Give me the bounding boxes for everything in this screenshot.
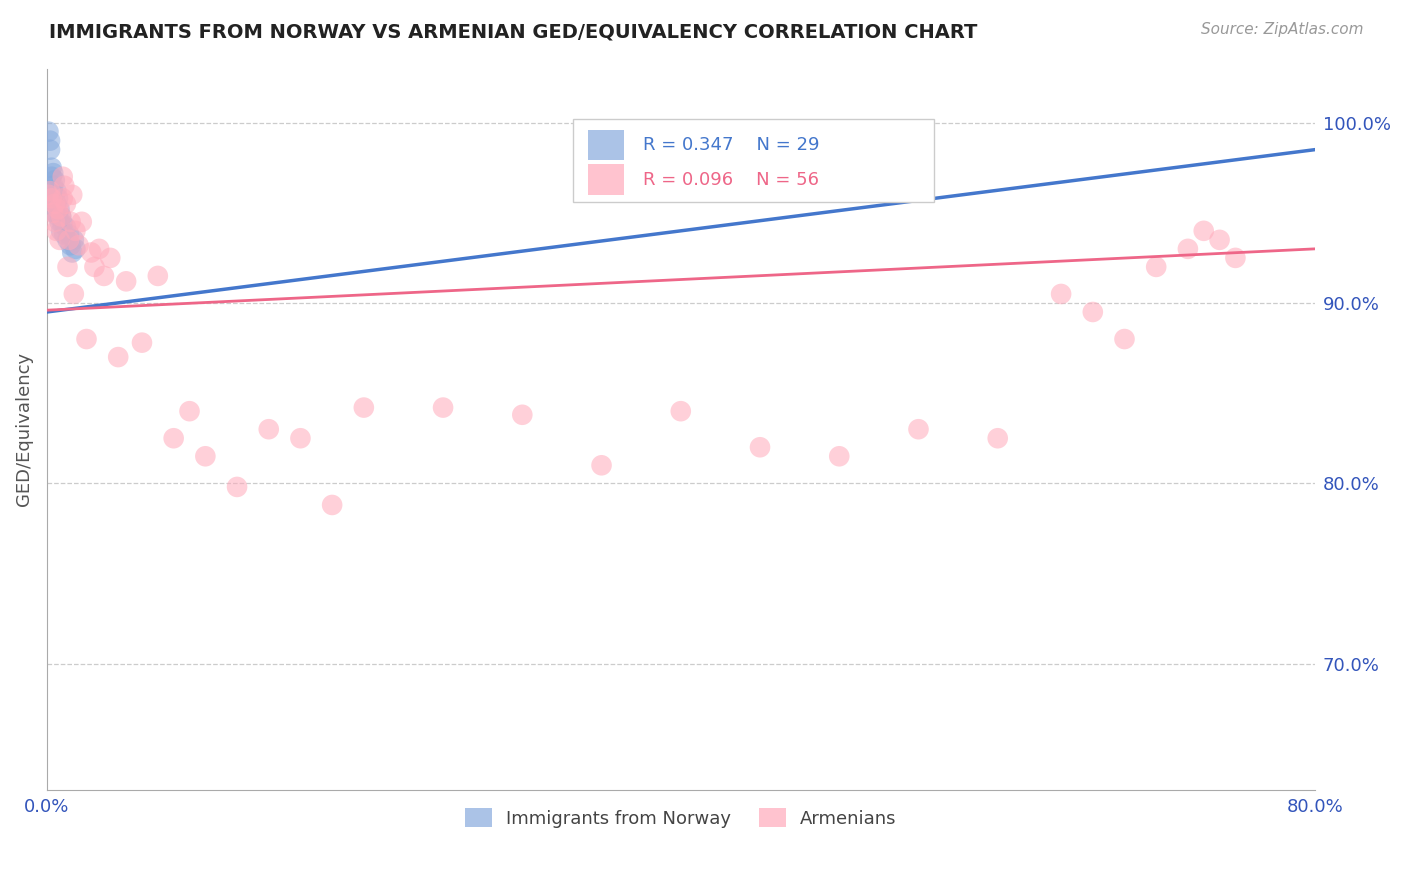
Point [60, 187, 83, 202]
Point [93, 268, 115, 283]
Point [45, 196, 67, 211]
Point [1114, 332, 1136, 346]
Point [67, 238, 90, 252]
Point [63, 287, 86, 301]
Point [907, 422, 929, 436]
Point [45, 184, 67, 198]
Point [41, 169, 63, 184]
Point [55, 220, 77, 235]
Point [52, 217, 75, 231]
Point [70, 215, 93, 229]
Point [48, 233, 70, 247]
Point [1225, 251, 1247, 265]
Point [290, 431, 312, 445]
Point [1177, 242, 1199, 256]
Point [59, 215, 82, 229]
Point [37, 125, 59, 139]
FancyBboxPatch shape [588, 130, 624, 161]
Point [353, 401, 375, 415]
Point [65, 224, 87, 238]
Point [58, 233, 80, 247]
Point [65, 242, 87, 256]
Point [41, 191, 63, 205]
Point [39, 143, 62, 157]
Point [226, 480, 249, 494]
Point [46, 202, 69, 217]
Point [41, 161, 63, 175]
Point [1081, 305, 1104, 319]
Point [89, 242, 111, 256]
Text: R = 0.096    N = 56: R = 0.096 N = 56 [643, 170, 818, 188]
Point [115, 274, 138, 288]
Point [42, 206, 65, 220]
Point [179, 404, 201, 418]
Y-axis label: GED/Equivalency: GED/Equivalency [15, 352, 32, 507]
Point [194, 450, 217, 464]
Point [39, 134, 62, 148]
Point [44, 215, 66, 229]
Point [1050, 287, 1073, 301]
Point [591, 458, 613, 473]
Point [257, 422, 280, 436]
Text: R = 0.347    N = 29: R = 0.347 N = 29 [643, 136, 820, 154]
Point [59, 238, 82, 252]
Point [1144, 260, 1167, 274]
Legend: Immigrants from Norway, Armenians: Immigrants from Norway, Armenians [458, 801, 904, 835]
Point [49, 224, 72, 238]
Point [42, 166, 65, 180]
FancyBboxPatch shape [574, 119, 935, 202]
Point [107, 350, 129, 364]
Point [42, 178, 65, 193]
Point [44, 173, 66, 187]
Point [58, 227, 80, 242]
Point [44, 196, 66, 211]
Point [83, 260, 105, 274]
Point [41, 187, 63, 202]
Point [1192, 224, 1215, 238]
Point [828, 450, 851, 464]
Point [98, 251, 121, 265]
Point [669, 404, 692, 418]
Point [53, 178, 76, 193]
Point [76, 332, 98, 346]
Text: IMMIGRANTS FROM NORWAY VS ARMENIAN GED/EQUIVALENCY CORRELATION CHART: IMMIGRANTS FROM NORWAY VS ARMENIAN GED/E… [49, 22, 977, 41]
Point [510, 408, 533, 422]
Point [45, 224, 67, 238]
Point [37, 187, 59, 202]
Point [63, 233, 86, 247]
FancyBboxPatch shape [588, 164, 624, 194]
Point [48, 202, 70, 217]
Point [146, 268, 169, 283]
Point [56, 233, 79, 247]
Point [42, 191, 65, 205]
Point [39, 184, 62, 198]
Point [60, 245, 83, 260]
Point [131, 335, 153, 350]
Point [49, 210, 72, 224]
Point [44, 187, 66, 202]
Point [46, 210, 69, 224]
Point [44, 206, 66, 220]
Point [432, 401, 454, 415]
Point [80, 245, 103, 260]
Point [48, 215, 70, 229]
Point [52, 191, 75, 205]
Point [52, 169, 75, 184]
Point [749, 440, 772, 454]
Point [1208, 233, 1230, 247]
Point [56, 260, 79, 274]
Point [49, 210, 72, 224]
Point [321, 498, 343, 512]
Point [46, 191, 69, 205]
Point [163, 431, 186, 445]
Point [55, 196, 77, 211]
Point [53, 227, 76, 242]
Text: Source: ZipAtlas.com: Source: ZipAtlas.com [1201, 22, 1364, 37]
Point [987, 431, 1010, 445]
